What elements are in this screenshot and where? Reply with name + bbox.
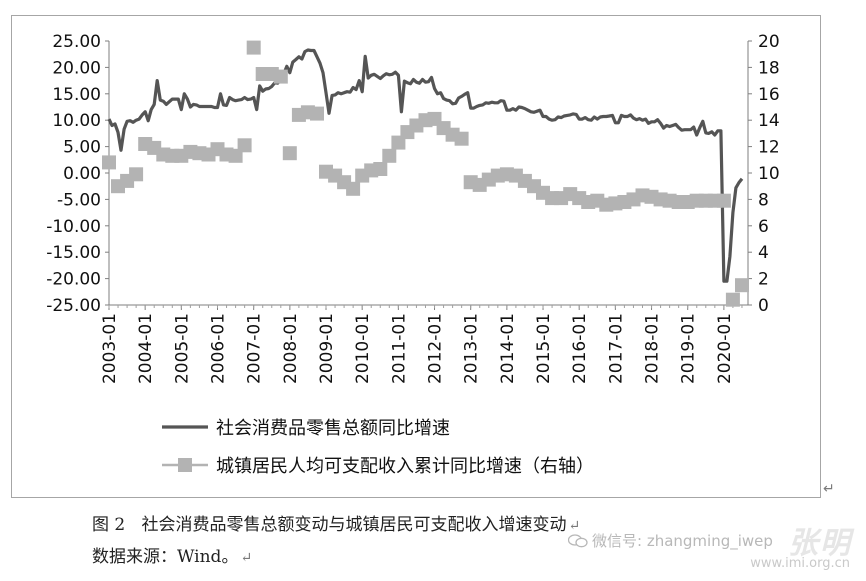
series-marker-urban-income bbox=[382, 148, 397, 163]
frame-return-mark: ↵ bbox=[823, 481, 835, 497]
series-marker-urban-income bbox=[725, 292, 740, 307]
caption-return-mark: ↵ bbox=[568, 518, 581, 534]
right-axis-tick-label: 4 bbox=[758, 243, 769, 263]
x-axis-tick-label: 2017-01 bbox=[606, 313, 626, 384]
data-source-text: 数据来源：Wind。 bbox=[92, 547, 239, 567]
watermark-account-text: 微信号: zhangming_iwep bbox=[592, 532, 773, 550]
right-axis-tick-label: 6 bbox=[758, 217, 769, 237]
series-marker-urban-income bbox=[735, 278, 749, 293]
series-line-retail-sales bbox=[107, 48, 744, 283]
right-axis-tick-label: 8 bbox=[758, 190, 769, 210]
right-axis-tick-label: 18 bbox=[758, 58, 780, 78]
x-axis-tick-label: 2014-01 bbox=[498, 313, 518, 384]
legend-label-retail-sales: 社会消费品零售总额同比增速 bbox=[216, 418, 450, 439]
watermark-brand: 张明 bbox=[788, 526, 852, 561]
x-axis-tick-label: 2013-01 bbox=[462, 313, 482, 384]
series-marker-urban-income bbox=[716, 193, 731, 208]
figure-label: 图 2 bbox=[92, 515, 126, 535]
left-axis-tick-label: -5.00 bbox=[57, 190, 101, 210]
x-axis-tick-label: 2009-01 bbox=[317, 313, 337, 384]
figure-caption: 图 2 社会消费品零售总额变动与城镇居民可支配收入增速变动 ↵ bbox=[92, 510, 580, 535]
left-axis-tick-label: -20.00 bbox=[46, 270, 101, 290]
left-axis-tick-label: -15.00 bbox=[46, 243, 101, 263]
right-axis-tick-label: 2 bbox=[758, 270, 769, 290]
series-marker-urban-income bbox=[282, 146, 297, 161]
right-axis-tick-label: 0 bbox=[758, 296, 769, 316]
legend-swatch-marker-urban-income bbox=[178, 458, 192, 472]
data-source: 数据来源：Wind。 ↵ bbox=[92, 542, 252, 567]
x-axis-tick-label: 2018-01 bbox=[643, 313, 663, 384]
series-marker-urban-income bbox=[102, 155, 116, 170]
x-axis-tick-label: 2004-01 bbox=[136, 313, 156, 384]
x-axis-tick-label: 2011-01 bbox=[389, 313, 409, 384]
x-axis-tick-label: 2003-01 bbox=[100, 313, 120, 384]
series-marker-urban-income bbox=[237, 138, 252, 153]
wechat-icon bbox=[568, 534, 588, 548]
series-marker-urban-income bbox=[346, 181, 361, 196]
series-marker-urban-income bbox=[273, 69, 288, 84]
left-axis-tick-label: 15.00 bbox=[52, 85, 101, 105]
source-return-mark: ↵ bbox=[240, 550, 253, 566]
left-axis-tick-label: 10.00 bbox=[52, 111, 101, 131]
right-axis-tick-label: 14 bbox=[758, 111, 780, 131]
series-marker-urban-income bbox=[391, 135, 406, 150]
left-axis-tick-label: 25.00 bbox=[52, 32, 101, 52]
series-marker-urban-income bbox=[246, 40, 261, 55]
legend-label-urban-income: 城镇居民人均可支配收入累计同比增速（右轴） bbox=[216, 456, 594, 477]
x-axis-tick-label: 2008-01 bbox=[281, 313, 301, 384]
figure-caption-text: 社会消费品零售总额变动与城镇居民可支配收入增速变动 bbox=[141, 515, 567, 535]
left-axis-tick-label: 5.00 bbox=[63, 138, 101, 158]
left-axis-tick-label: 0.00 bbox=[63, 164, 101, 184]
right-axis-tick-label: 10 bbox=[758, 164, 780, 184]
right-axis-tick-label: 12 bbox=[758, 138, 780, 158]
x-axis-tick-label: 2012-01 bbox=[426, 313, 446, 384]
chart: 25.00 20.00 15.00 10.00 5.00 0.00 -5.00 -10.00 -… bbox=[46, 32, 780, 477]
x-axis-tick-label: 2015-01 bbox=[534, 313, 554, 384]
x-axis-tick-label: 2006-01 bbox=[209, 313, 229, 384]
x-axis-tick-label: 2019-01 bbox=[679, 313, 699, 384]
x-axis-tick-label: 2010-01 bbox=[353, 313, 373, 384]
chart-frame: 25.00 20.00 15.00 10.00 5.00 0.00 -5.00 -10.00 -… bbox=[11, 15, 821, 498]
right-axis-tick-label: 20 bbox=[758, 32, 780, 52]
right-axis-tick-label: 16 bbox=[758, 85, 780, 105]
left-axis-tick-label: 20.00 bbox=[52, 58, 101, 78]
series-marker-urban-income bbox=[129, 167, 144, 182]
series-marker-urban-income bbox=[373, 162, 388, 176]
series-marker-urban-income bbox=[310, 106, 324, 121]
x-axis-tick-label: 2016-01 bbox=[570, 313, 590, 384]
watermark-url: www.imi.org.cn bbox=[750, 556, 850, 571]
x-axis-tick-label: 2005-01 bbox=[172, 313, 192, 384]
watermark: 张明 微信号: zhangming_iwep www.imi.org.cn bbox=[560, 518, 860, 578]
x-axis-tick-label: 2020-01 bbox=[715, 313, 735, 384]
watermark-account: 微信号: zhangming_iwep bbox=[568, 530, 773, 551]
x-axis-tick-label: 2007-01 bbox=[245, 313, 265, 384]
left-axis-tick-label: -25.00 bbox=[46, 296, 101, 316]
left-axis-tick-label: -10.00 bbox=[46, 217, 101, 237]
series-marker-urban-income bbox=[454, 131, 469, 146]
